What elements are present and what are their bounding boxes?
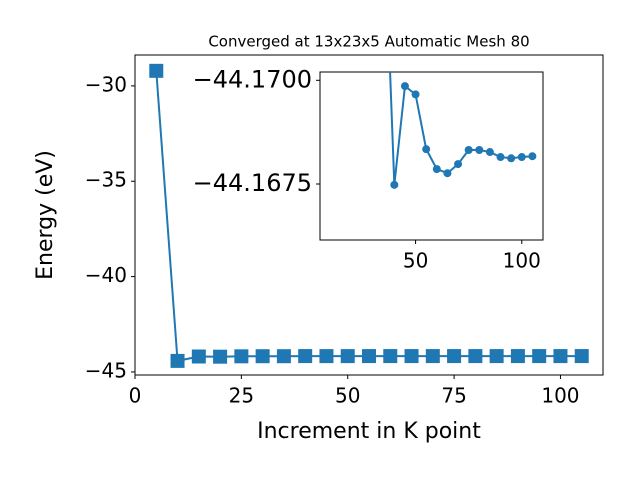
marker xyxy=(454,160,463,169)
marker xyxy=(404,349,419,364)
marker xyxy=(400,82,409,91)
chart-title: Converged at 13x23x5 Automatic Mesh 80 xyxy=(208,33,529,51)
x-tick-label: 25 xyxy=(229,384,254,408)
marker xyxy=(553,349,568,364)
marker xyxy=(411,90,420,99)
marker xyxy=(468,349,483,364)
marker xyxy=(255,349,270,364)
marker xyxy=(485,148,494,157)
marker xyxy=(464,145,473,154)
marker xyxy=(234,349,249,364)
y-tick-label: −44.1700 xyxy=(193,65,312,93)
marker xyxy=(528,152,537,161)
marker xyxy=(517,153,526,162)
marker xyxy=(276,349,291,364)
marker xyxy=(496,153,505,162)
marker xyxy=(507,154,516,163)
x-tick-label: 0 xyxy=(129,384,142,408)
marker xyxy=(383,349,398,364)
marker xyxy=(149,63,164,78)
marker xyxy=(510,349,525,364)
marker xyxy=(170,353,185,368)
y-tick-label: −30 xyxy=(85,72,127,96)
x-tick-label: 100 xyxy=(503,249,541,273)
marker xyxy=(432,165,441,174)
marker xyxy=(298,349,313,364)
x-tick-label: 100 xyxy=(541,384,579,408)
plot-content xyxy=(389,72,537,189)
marker xyxy=(213,349,228,364)
marker xyxy=(390,180,399,189)
marker xyxy=(340,349,355,364)
y-tick-label: −35 xyxy=(85,168,127,192)
marker xyxy=(443,169,452,178)
plot-content xyxy=(149,63,589,368)
y-tick-label: −40 xyxy=(85,263,127,287)
marker xyxy=(489,349,504,364)
marker xyxy=(574,349,589,364)
marker xyxy=(475,145,484,154)
marker xyxy=(447,349,462,364)
marker xyxy=(422,145,431,154)
x-tick-label: 75 xyxy=(441,384,466,408)
y-tick-label: −44.1675 xyxy=(193,169,312,197)
y-tick-label: −45 xyxy=(85,358,127,382)
marker xyxy=(191,349,206,364)
marker xyxy=(362,349,376,364)
y-axis-label: Energy (eV) xyxy=(33,150,58,280)
x-tick-label: 50 xyxy=(403,249,428,273)
x-tick-label: 50 xyxy=(335,384,360,408)
marker xyxy=(319,349,334,364)
marker xyxy=(532,349,547,364)
marker xyxy=(425,349,440,364)
x-axis-label: Increment in K point xyxy=(257,419,481,444)
plot-area xyxy=(319,71,544,241)
